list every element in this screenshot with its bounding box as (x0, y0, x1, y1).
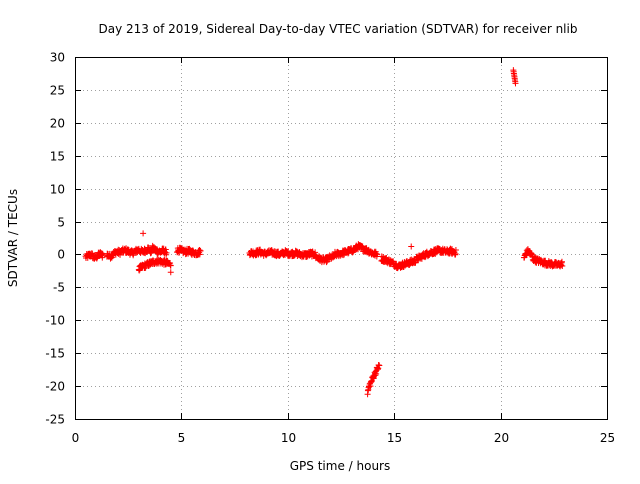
y-tick-label: 25 (50, 84, 65, 98)
x-tick-label: 20 (494, 431, 509, 445)
y-tick-label: 10 (50, 183, 65, 197)
data-point (99, 250, 106, 257)
y-axis-label: SDTVAR / TECUs (6, 189, 20, 287)
x-tick-label: 5 (178, 431, 186, 445)
x-axis-label: GPS time / hours (290, 459, 391, 473)
x-tick-label: 15 (387, 431, 402, 445)
y-tick-label: 5 (57, 216, 65, 230)
data-point (167, 269, 174, 276)
data-point (162, 246, 169, 253)
data-point (167, 262, 174, 269)
x-tick-label: 10 (281, 431, 296, 445)
y-tick-label: -5 (53, 281, 65, 295)
data-points (82, 67, 566, 398)
grid (75, 57, 607, 419)
data-point (163, 249, 170, 256)
x-tick-label: 0 (72, 431, 80, 445)
data-point (452, 246, 459, 253)
y-tick-label: -10 (45, 314, 65, 328)
chart-title: Day 213 of 2019, Sidereal Day-to-day VTE… (99, 22, 578, 36)
data-point (376, 362, 383, 369)
y-tick-label: -25 (45, 413, 65, 427)
data-point (512, 80, 519, 87)
data-point (374, 251, 381, 258)
y-tick-label: 30 (50, 51, 65, 65)
y-tick-label: -20 (45, 380, 65, 394)
data-point (408, 243, 415, 250)
plot-frame (75, 57, 608, 420)
y-tick-label: 15 (50, 150, 65, 164)
data-point (197, 247, 204, 254)
axis-ticks: 0 5 10 15 20 25 -25 -20 -15 -10 -5 0 5 10 15 20 25 30 (45, 51, 615, 446)
y-tick-label: 20 (50, 117, 65, 131)
data-point (323, 259, 330, 266)
data-point (559, 263, 566, 270)
y-tick-label: 0 (57, 248, 65, 262)
y-tick-label: -15 (45, 347, 65, 361)
data-point (140, 230, 147, 237)
x-tick-label: 25 (600, 431, 615, 445)
